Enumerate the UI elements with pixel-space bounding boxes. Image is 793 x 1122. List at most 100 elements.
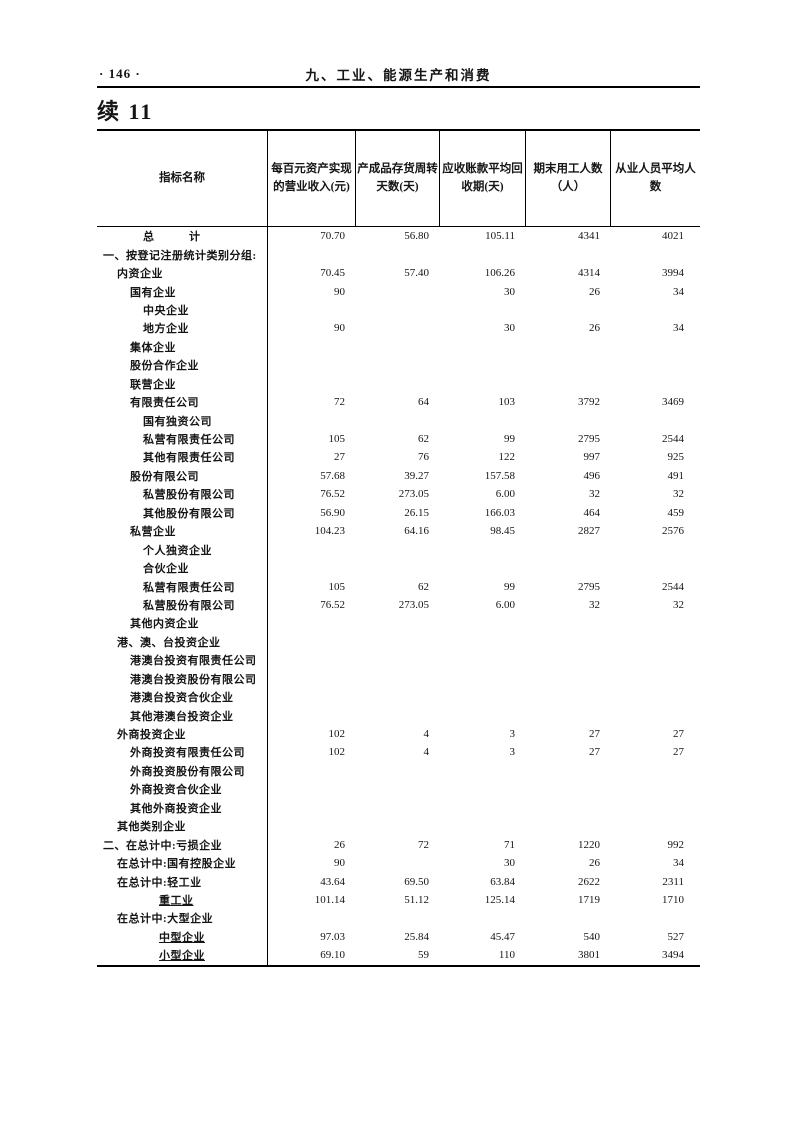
- cell-value: [525, 817, 610, 835]
- row-label: 国有独资公司: [143, 415, 212, 428]
- cell-value: 90: [267, 853, 355, 873]
- cell-value: [439, 356, 525, 374]
- cell-value: 3469: [662, 396, 684, 409]
- cell-value: [355, 559, 439, 577]
- row-label: 中型企业: [159, 931, 205, 944]
- cell-value: 992: [667, 838, 685, 851]
- table-row: 内资企业 70.45 57.40 106.26 4314 3994: [97, 263, 700, 283]
- cell-value: 70.45: [267, 263, 355, 283]
- cell-value: [610, 780, 700, 798]
- cell-value: 122: [498, 451, 516, 464]
- row-label: 外商投资有限责任公司: [130, 747, 245, 760]
- header-cell: 从业人员平均人 数: [610, 131, 700, 226]
- table-row: 其他内资企业: [97, 614, 700, 633]
- table-row: 在总计中:轻工业 43.64 69.50 63.84 2622 2311: [97, 872, 700, 891]
- row-label: 中央企业: [143, 304, 189, 317]
- cell-value: 30: [504, 322, 515, 335]
- row-label: 股份合作企业: [130, 360, 199, 373]
- header-cell: 期末用工人数 （人）: [525, 131, 610, 226]
- cell-value: 39.27: [404, 469, 429, 482]
- table-row: 个人独资企业: [97, 540, 700, 559]
- cell-value: 3801: [578, 949, 600, 962]
- cell-value: 27: [673, 728, 684, 741]
- cell-value: [610, 540, 700, 558]
- table-row: 港澳台投资有限责任公司: [97, 651, 700, 670]
- table-row: 有限责任公司 72 64 103 3792 3469: [97, 392, 700, 412]
- cell-value: [610, 670, 700, 688]
- cell-value: 496: [583, 469, 601, 482]
- cell-value: [610, 411, 700, 429]
- cell-value: 62: [418, 580, 429, 593]
- cell-value: [355, 854, 439, 872]
- cell-value: 69.10: [267, 946, 355, 965]
- cell-value: 491: [667, 469, 685, 482]
- cell-value: [439, 633, 525, 651]
- cell-value: [355, 799, 439, 817]
- cell-value: [267, 300, 355, 320]
- cell-value: 459: [667, 506, 685, 519]
- cell-value: [267, 798, 355, 817]
- cell-value: 26.15: [404, 506, 429, 519]
- cell-value: 26: [589, 322, 600, 335]
- row-label: 内资企业: [117, 268, 163, 281]
- cell-value: 56.90: [267, 503, 355, 522]
- cell-value: [355, 780, 439, 798]
- table-row: 外商投资股份有限公司: [97, 761, 700, 781]
- cell-value: 105: [267, 429, 355, 449]
- cell-value: 57.68: [267, 466, 355, 486]
- cell-value: [610, 762, 700, 780]
- cell-value: 102: [267, 743, 355, 762]
- cell-value: 90: [267, 319, 355, 338]
- table-row: 合伙企业: [97, 558, 700, 578]
- table-row: 中央企业: [97, 300, 700, 320]
- cell-value: 32: [673, 488, 684, 501]
- cell-value: 70.70: [267, 227, 355, 246]
- cell-value: 6.00: [495, 488, 515, 501]
- cell-value: [525, 614, 610, 632]
- row-label: 私营股份有限公司: [143, 599, 235, 612]
- header-cell: 每百元资产实现 的营业收入(元): [267, 131, 355, 226]
- row-label: 联营企业: [130, 378, 176, 391]
- cell-value: 64.16: [404, 525, 429, 538]
- cell-value: 3792: [578, 396, 600, 409]
- cell-value: [525, 356, 610, 374]
- table-row: 私营有限责任公司 105 62 99 2795 2544: [97, 429, 700, 449]
- cell-value: [267, 706, 355, 725]
- row-label: 个人独资企业: [143, 544, 212, 557]
- cell-value: 101.14: [267, 890, 355, 910]
- cell-value: [439, 411, 525, 429]
- cell-value: [355, 282, 439, 300]
- cell-value: [355, 540, 439, 558]
- cell-value: 110: [498, 949, 515, 962]
- cell-value: [267, 632, 355, 652]
- row-label: 在总计中:大型企业: [117, 913, 214, 926]
- cell-value: 527: [667, 930, 685, 943]
- table-row: 私营企业 104.23 64.16 98.45 2827 2576: [97, 522, 700, 541]
- cell-value: [355, 614, 439, 632]
- row-label: 其他有限责任公司: [143, 452, 235, 465]
- cell-value: 34: [673, 857, 684, 870]
- cell-value: 34: [673, 285, 684, 298]
- row-label: 私营股份有限公司: [143, 489, 235, 502]
- cell-value: 2544: [662, 580, 684, 593]
- row-label: 外商投资合伙企业: [130, 784, 222, 797]
- cell-value: [355, 633, 439, 651]
- cell-value: 26: [267, 835, 355, 854]
- table-row: 港澳台投资合伙企业: [97, 687, 700, 707]
- table-row: 总 计 70.70 56.80 105.11 4341 4021: [97, 227, 700, 246]
- cell-value: [525, 688, 610, 706]
- row-label: 国有企业: [130, 286, 176, 299]
- cell-value: 157.58: [484, 469, 515, 482]
- cell-value: [267, 669, 355, 688]
- row-label: 私营有限责任公司: [143, 434, 235, 447]
- header-cell: 产成品存货周转 天数(天): [355, 131, 439, 226]
- cell-value: [355, 301, 439, 319]
- cell-value: 105: [267, 577, 355, 596]
- cell-value: 90: [267, 282, 355, 301]
- cell-value: [525, 706, 610, 724]
- row-label: 在总计中:国有控股企业: [117, 858, 237, 871]
- row-label: 其他港澳台投资企业: [130, 710, 234, 723]
- cell-value: 72: [418, 838, 429, 851]
- cell-value: 3: [509, 728, 516, 741]
- row-label: 一、按登记注册统计类别分组:: [103, 249, 257, 262]
